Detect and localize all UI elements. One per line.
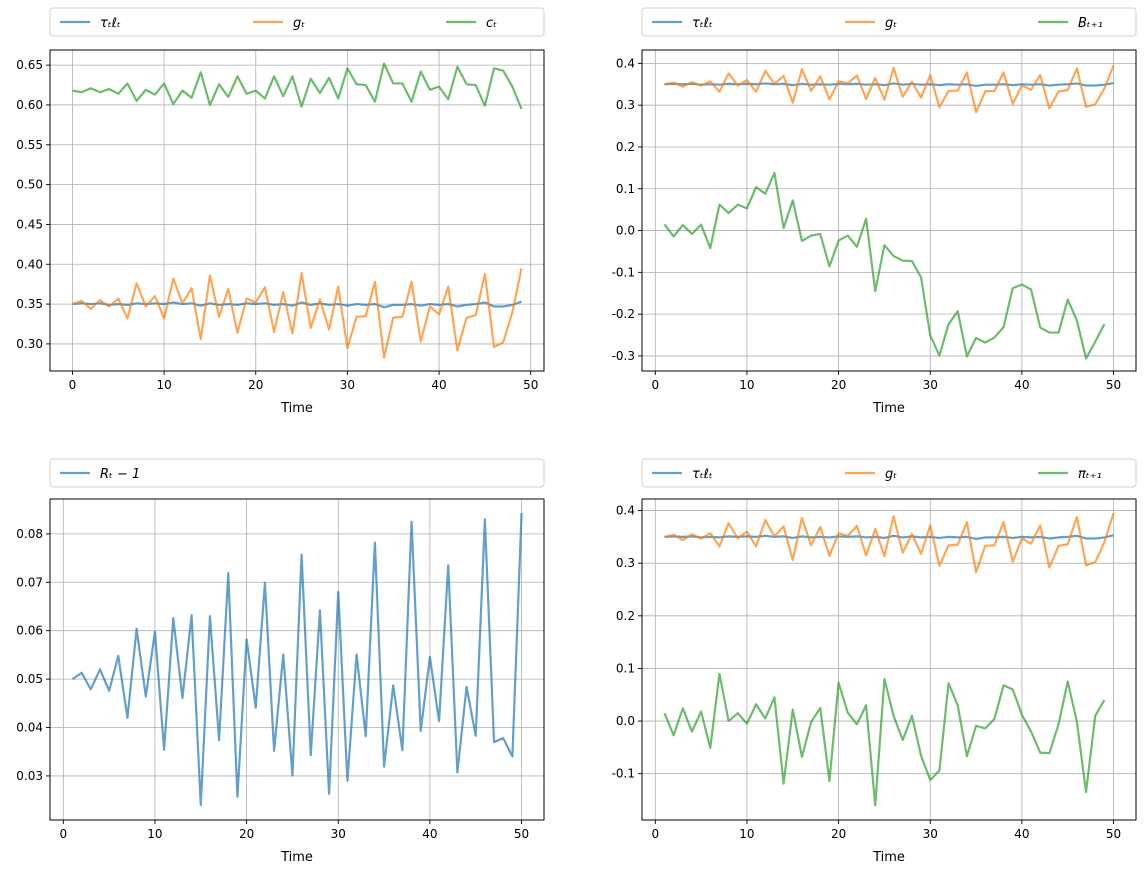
x-axis-label: Time	[280, 850, 313, 865]
x-tick-label: 50	[1106, 378, 1121, 392]
y-tick-label: -0.3	[612, 349, 635, 363]
legend-label: gₜ	[885, 16, 897, 31]
legend-label: τₜℓₜ	[100, 16, 121, 31]
y-tick-label: 0.3	[616, 556, 635, 570]
y-tick-label: -0.1	[612, 767, 635, 781]
y-tick-label: 0.4	[616, 56, 635, 70]
series-line-1	[664, 65, 1115, 114]
legend-box	[641, 458, 1137, 488]
y-tick-label: 0.2	[616, 140, 635, 154]
x-tick-label: 10	[739, 827, 754, 841]
grid	[50, 50, 544, 371]
x-tick-label: 0	[651, 378, 659, 392]
x-tick-label: 0	[59, 827, 67, 841]
y-tick-label: 0.35	[16, 297, 43, 311]
legend-label: Bₜ₊₁	[1078, 16, 1103, 31]
y-tick-label: 0.1	[616, 182, 635, 196]
chart-panel-debt: 0 10 20 30 40 50 -0.3 -0.2 -0.1 0.0 0.1 0.2 0.3 0.4 Ti…	[612, 7, 1137, 416]
y-tick-label: 0.08	[16, 527, 43, 541]
x-tick-label: 20	[831, 827, 846, 841]
x-tick-label: 30	[923, 827, 938, 841]
x-tick-label: 50	[1106, 827, 1121, 841]
legend: Rₜ − 1	[49, 458, 545, 488]
x-tick-label: 30	[331, 827, 346, 841]
series-line-2	[72, 62, 523, 110]
y-tick-label: 0.0	[616, 714, 635, 728]
x-tick-label: 50	[514, 827, 529, 841]
x-tick-label: 20	[831, 378, 846, 392]
y-tick-label: 0.04	[16, 721, 43, 735]
y-tick-label: -0.1	[612, 265, 635, 279]
grid	[642, 50, 1136, 371]
x-tick-label: 0	[69, 378, 77, 392]
legend-label: gₜ	[293, 16, 305, 31]
x-tick-label: 0	[651, 827, 659, 841]
y-tick-label: 0.45	[16, 217, 43, 231]
chart-panel-interest-rate: 0 10 20 30 40 50 0.03 0.04 0.05 0.06 0.07 0.08 Time R…	[16, 458, 545, 865]
series-line-1	[664, 512, 1115, 574]
y-tick-label: 0.03	[16, 769, 43, 783]
x-tick-label: 20	[248, 378, 263, 392]
series-line-1	[72, 268, 523, 359]
y-tick-label: 0.60	[16, 98, 43, 112]
y-tick-label: -0.2	[612, 307, 635, 321]
legend-label: τₜℓₜ	[692, 16, 713, 31]
x-tick-label: 10	[147, 827, 162, 841]
legend-label: τₜℓₜ	[692, 467, 713, 482]
x-tick-label: 10	[156, 378, 171, 392]
x-tick-label: 40	[431, 378, 446, 392]
x-tick-label: 10	[739, 378, 754, 392]
series-line-0	[71, 512, 523, 807]
series-line-2	[663, 171, 1106, 360]
y-tick-label: 0.3	[616, 98, 635, 112]
plot-frame	[49, 498, 545, 821]
plot-frame	[641, 498, 1137, 821]
y-tick-label: 0.50	[16, 178, 43, 192]
chart-panel-consumption: 0 10 20 30 40 50 0.30 0.35 0.40 0.45 0.50 0.55 0.60 0…	[16, 7, 545, 416]
y-tick-label: 0.0	[616, 224, 635, 238]
y-tick-label: 0.40	[16, 257, 43, 271]
plot-frame	[641, 49, 1137, 372]
x-tick-label: 30	[340, 378, 355, 392]
chart-panel-inflation: 0 10 20 30 40 50 -0.1 0.0 0.1 0.2 0.3 0.4 Time τₜℓₜ gₜ…	[612, 458, 1137, 865]
x-axis-label: Time	[872, 850, 905, 865]
y-tick-label: 0.05	[16, 672, 43, 686]
legend-box	[641, 7, 1137, 37]
plot-frame	[49, 49, 545, 372]
y-tick-label: 0.30	[16, 337, 43, 351]
y-tick-label: 0.65	[16, 58, 43, 72]
y-tick-label: 0.2	[616, 609, 635, 623]
x-tick-label: 40	[422, 827, 437, 841]
legend: τₜℓₜ gₜ cₜ	[49, 7, 545, 37]
legend: τₜℓₜ gₜ πₜ₊₁	[641, 458, 1137, 488]
legend-label: πₜ₊₁	[1078, 467, 1102, 482]
x-axis-label: Time	[280, 401, 313, 416]
y-tick-label: 0.07	[16, 575, 43, 589]
x-axis-label: Time	[872, 401, 905, 416]
x-tick-label: 20	[239, 827, 254, 841]
y-tick-label: 0.06	[16, 624, 43, 638]
x-tick-label: 40	[1014, 827, 1029, 841]
x-tick-label: 50	[523, 378, 538, 392]
x-tick-label: 40	[1014, 378, 1029, 392]
y-tick-label: 0.1	[616, 661, 635, 675]
legend-label: Rₜ − 1	[100, 467, 140, 482]
legend-box	[49, 458, 545, 488]
series-line-2	[663, 672, 1106, 807]
grid	[642, 499, 1136, 820]
legend-label: gₜ	[885, 467, 897, 482]
legend-box	[49, 7, 545, 37]
y-tick-label: 0.4	[616, 504, 635, 518]
x-tick-label: 30	[923, 378, 938, 392]
y-tick-label: 0.55	[16, 138, 43, 152]
legend: τₜℓₜ gₜ Bₜ₊₁	[641, 7, 1137, 37]
legend-label: cₜ	[486, 16, 497, 31]
